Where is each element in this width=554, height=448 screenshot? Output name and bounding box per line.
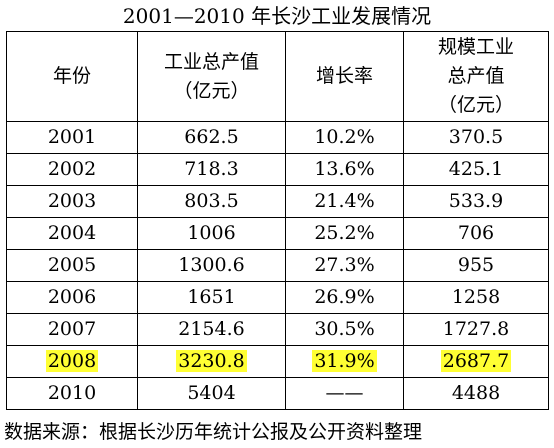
cell-year-value: 2008 (45, 350, 99, 372)
header-scale-output: 规模工业 总产值 （亿元） (403, 31, 549, 122)
cell-scale-value: 2687.7 (440, 350, 512, 372)
table-row: 2007 2154.6 30.5% 1727.8 (6, 313, 549, 346)
cell-output: 718.3 (137, 153, 286, 186)
table-row: 2002 718.3 13.6% 425.1 (6, 153, 549, 186)
header-year: 年份 (6, 31, 138, 122)
table-row: 2010 5404 —— 4488 (6, 377, 549, 410)
data-source-note: 数据来源：根据长沙历年统计公报及公开资料整理 (4, 421, 423, 443)
cell-scale-value: 4488 (451, 382, 501, 404)
header-output-line1: 工业总产值 (163, 50, 259, 73)
cell-year: 2005 (6, 249, 138, 282)
cell-growth: 26.9% (285, 281, 404, 314)
cell-scale: 2687.7 (403, 345, 549, 378)
cell-scale: 1258 (403, 281, 549, 314)
table-row: 2008 3230.8 31.9% 2687.7 (6, 345, 549, 378)
cell-growth-value: 31.9% (312, 350, 377, 372)
cell-year: 2002 (6, 153, 138, 186)
cell-scale: 4488 (403, 377, 549, 410)
cell-growth: 30.5% (285, 313, 404, 346)
cell-output: 803.5 (137, 185, 286, 218)
cell-growth: 13.6% (285, 153, 404, 186)
table-title: 2001—2010 年长沙工业发展情况 (122, 4, 432, 28)
cell-output-value: 718.3 (184, 158, 239, 180)
cell-output: 3230.8 (137, 345, 286, 378)
cell-growth-value: —— (325, 382, 364, 404)
industry-table: 年份 工业总产值 （亿元） 增长率 规模工业 总产值 （亿元） 2001 662.… (6, 31, 549, 410)
cell-output: 1651 (137, 281, 286, 314)
header-year-label: 年份 (52, 65, 91, 87)
header-scale-line3: （亿元） (437, 94, 514, 116)
cell-scale-value: 425.1 (448, 158, 504, 180)
cell-growth: 21.4% (285, 185, 404, 218)
cell-growth-value: 25.2% (314, 222, 375, 244)
cell-output-value: 2154.6 (178, 318, 245, 340)
cell-growth-value: 13.6% (314, 158, 375, 180)
cell-growth-value: 30.5% (314, 318, 375, 340)
cell-output-value: 1006 (187, 222, 236, 244)
cell-growth: 25.2% (285, 217, 404, 250)
cell-output-value: 1651 (187, 286, 236, 308)
cell-year: 2006 (6, 281, 138, 314)
cell-year-value: 2007 (47, 318, 97, 340)
cell-year: 2003 (6, 185, 138, 218)
cell-output-value: 662.5 (184, 126, 239, 148)
cell-growth: 27.3% (285, 249, 404, 282)
cell-year: 2001 (6, 121, 138, 154)
cell-growth-value: 27.3% (314, 254, 375, 276)
cell-growth-value: 26.9% (314, 286, 375, 308)
cell-output-value: 803.5 (184, 190, 239, 212)
cell-year-value: 2004 (47, 222, 97, 244)
header-row: 年份 工业总产值 （亿元） 增长率 规模工业 总产值 （亿元） (6, 31, 549, 122)
cell-scale-value: 1258 (451, 286, 501, 308)
header-growth: 增长率 (285, 31, 404, 122)
cell-scale-value: 533.9 (448, 190, 504, 212)
cell-output: 1300.6 (137, 249, 286, 282)
cell-scale: 533.9 (403, 185, 549, 218)
cell-output: 5404 (137, 377, 286, 410)
cell-year-value: 2002 (47, 158, 97, 180)
cell-scale: 370.5 (403, 121, 549, 154)
cell-output: 662.5 (137, 121, 286, 154)
cell-output-value: 1300.6 (178, 254, 245, 276)
cell-output-value: 3230.8 (176, 350, 247, 372)
cell-scale: 425.1 (403, 153, 549, 186)
cell-scale-value: 955 (457, 254, 495, 276)
cell-scale-value: 1727.8 (442, 318, 510, 340)
cell-year-value: 2001 (47, 126, 97, 148)
cell-growth-value: 10.2% (314, 126, 375, 148)
table-row: 2006 1651 26.9% 1258 (6, 281, 549, 314)
header-growth-label: 增长率 (315, 65, 373, 87)
header-output: 工业总产值 （亿元） (137, 31, 286, 122)
cell-output: 2154.6 (137, 313, 286, 346)
header-scale-line2: 总产值 (447, 65, 505, 87)
cell-year-value: 2005 (47, 254, 97, 276)
cell-scale-value: 370.5 (448, 126, 504, 148)
cell-scale-value: 706 (457, 222, 495, 244)
header-scale-line1: 规模工业 (437, 36, 514, 58)
cell-scale: 1727.8 (403, 313, 549, 346)
cell-year: 2008 (6, 345, 138, 378)
cell-year: 2004 (6, 217, 138, 250)
cell-year-value: 2003 (47, 190, 97, 212)
cell-output: 1006 (137, 217, 286, 250)
cell-year-value: 2010 (47, 382, 97, 404)
cell-year-value: 2006 (47, 286, 97, 308)
cell-growth: 31.9% (285, 345, 404, 378)
cell-scale: 706 (403, 217, 549, 250)
cell-year: 2007 (6, 313, 138, 346)
cell-output-value: 5404 (187, 382, 236, 404)
cell-year: 2010 (6, 377, 138, 410)
table-row: 2004 1006 25.2% 706 (6, 217, 549, 250)
cell-scale: 955 (403, 249, 549, 282)
table-row: 2005 1300.6 27.3% 955 (6, 249, 549, 282)
table-row: 2001 662.5 10.2% 370.5 (6, 121, 549, 154)
header-output-line2: （亿元） (173, 79, 250, 102)
table-row: 2003 803.5 21.4% 533.9 (6, 185, 549, 218)
cell-growth: 10.2% (285, 121, 404, 154)
cell-growth-value: 21.4% (314, 190, 375, 212)
cell-growth: —— (285, 377, 404, 410)
